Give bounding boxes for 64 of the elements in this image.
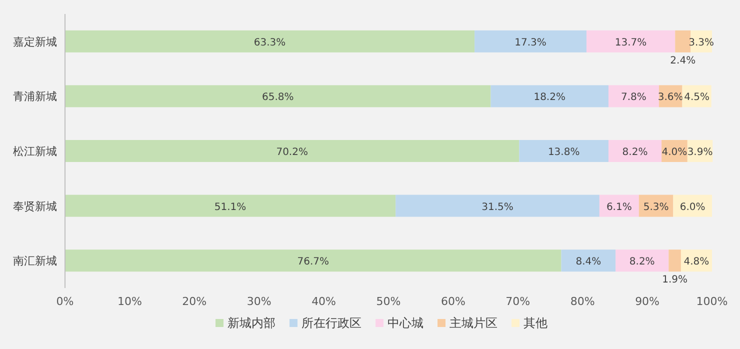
x-tick-label: 30% (246, 295, 272, 308)
bar (561, 250, 616, 272)
legend-label: 中心城 (388, 316, 424, 330)
y-tick-label: 南汇新城 (13, 254, 57, 268)
x-tick-label: 70% (506, 295, 530, 308)
y-tick-label: 嘉定新城 (13, 35, 57, 48)
x-tick-label: 60% (440, 295, 466, 308)
bar (675, 30, 691, 52)
legend-label: 其他 (524, 316, 548, 330)
x-tick-label: 40% (312, 295, 336, 308)
data-label: 65.8% (262, 92, 294, 104)
bar (608, 140, 662, 162)
bar (65, 250, 562, 272)
legend-label: 新城内部 (228, 316, 276, 330)
data-label: 1.9% (662, 274, 688, 286)
bar (599, 194, 639, 217)
bar (668, 250, 681, 272)
bar (65, 140, 520, 162)
legend-label: 主城片区 (450, 316, 498, 330)
data-label: 4.5% (684, 92, 710, 104)
bar (673, 194, 712, 217)
data-label: 6.1% (606, 202, 632, 213)
data-label: 76.7% (297, 256, 330, 268)
data-label: 13.7% (614, 37, 647, 48)
y-tick-label: 青浦新城 (13, 90, 57, 104)
data-label: 13.8% (548, 147, 580, 158)
data-label: 3.3% (688, 37, 714, 48)
data-label: 51.1% (214, 202, 246, 213)
x-tick-label: 20% (182, 295, 207, 308)
bar (65, 30, 475, 52)
data-label: 3.6% (658, 92, 684, 104)
data-label: 8.2% (622, 147, 648, 158)
data-label: 4.8% (684, 256, 710, 268)
data-label: 3.9% (687, 147, 713, 158)
x-tick-label: 10% (117, 295, 142, 308)
data-label: 6.0% (680, 202, 706, 213)
bar (519, 140, 608, 162)
y-tick-label: 松江新城 (13, 145, 57, 158)
data-label: 63.3% (254, 37, 286, 48)
data-label: 8.4% (576, 256, 602, 268)
bar (474, 30, 586, 52)
x-tick-label: 80% (570, 295, 595, 308)
data-label: 8.2% (629, 256, 655, 268)
data-label: 17.3% (514, 37, 546, 48)
x-tick-label: 0% (56, 295, 74, 308)
data-label: 4.0% (662, 147, 688, 158)
data-label: 18.2% (534, 92, 566, 104)
bar (396, 194, 600, 217)
bar (586, 30, 676, 52)
bar (490, 85, 608, 108)
bar (616, 250, 669, 272)
bar (65, 194, 396, 217)
bar (608, 85, 659, 108)
data-label: 31.5% (482, 202, 514, 213)
data-label: 7.8% (621, 92, 646, 104)
y-tick-label: 奉贤新城 (13, 200, 57, 213)
x-tick-label: 90% (635, 295, 660, 308)
x-tick-label: 50% (376, 295, 401, 308)
legend-label: 所在行政区 (302, 316, 362, 330)
bar (65, 85, 491, 108)
x-tick-label: 100% (696, 295, 728, 308)
data-label: 5.3% (643, 202, 669, 213)
data-label: 2.4% (670, 55, 696, 66)
data-label: 70.2% (276, 147, 308, 158)
